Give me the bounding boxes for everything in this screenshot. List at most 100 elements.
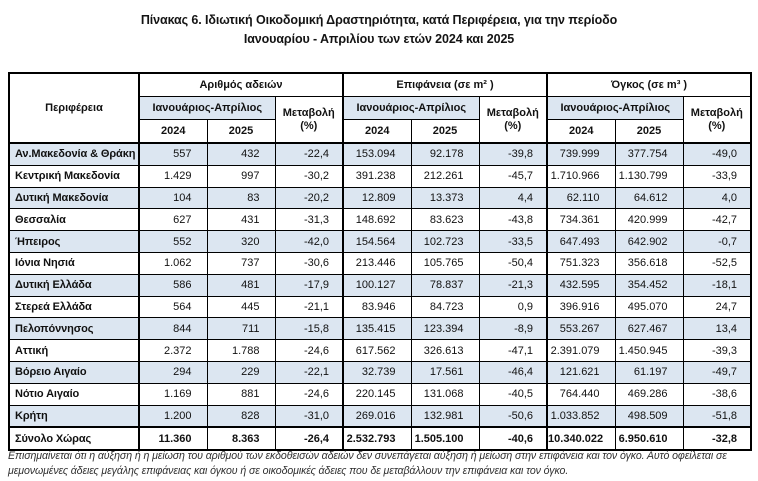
value-cell: 148.692 (342, 208, 412, 232)
value-cell: 213.446 (342, 251, 412, 275)
value-cell: 6.950.610 (614, 426, 684, 451)
value-cell: 326.613 (410, 339, 480, 362)
value-cell: -21,3 (478, 273, 548, 297)
table-row: Πελοπόννησος 844 711 -15,8 135.415 123.3… (8, 317, 752, 341)
value-cell: 2.532.793 (342, 426, 412, 451)
value-cell: 24,7 (682, 295, 752, 319)
value-cell: 83.946 (342, 295, 412, 319)
value-cell: -31,0 (274, 404, 344, 428)
value-cell: -20,2 (274, 186, 344, 210)
table-title: Πίνακας 6. Ιδιωτική Οικοδομική Δραστηριό… (30, 11, 728, 50)
value-cell: 737 (206, 251, 276, 275)
value-cell: 229 (206, 360, 276, 384)
value-cell: -47,1 (478, 339, 548, 362)
value-cell: 764.440 (546, 382, 616, 406)
value-cell: -38,6 (682, 382, 752, 406)
value-cell: 84.723 (410, 295, 480, 319)
value-cell: 481 (206, 273, 276, 297)
table-row: Αττική 2.372 1.788 -24,6 617.562 326.613… (8, 339, 752, 362)
value-cell: -49,0 (682, 142, 752, 166)
value-cell: 154.564 (342, 230, 412, 253)
value-cell: 1.200 (138, 404, 208, 428)
value-cell: 320 (206, 230, 276, 253)
value-cell: 83.623 (410, 208, 480, 232)
value-cell: 135.415 (342, 317, 412, 341)
value-cell: -30,6 (274, 251, 344, 275)
value-cell: 557 (138, 142, 208, 166)
value-cell: 100.127 (342, 273, 412, 297)
value-cell: 881 (206, 382, 276, 406)
total-row: Σύνολο Χώρας 11.360 8.363 -26,4 2.532.79… (8, 426, 752, 451)
value-cell: 396.916 (546, 295, 616, 319)
region-cell: Στερεά Ελλάδα (8, 295, 140, 319)
value-cell: 17.561 (410, 360, 480, 384)
value-cell: 711 (206, 317, 276, 341)
value-cell: 1.505.100 (410, 426, 480, 451)
value-cell: 132.981 (410, 404, 480, 428)
value-cell: 1.169 (138, 382, 208, 406)
year-header-2024: 2024 (138, 119, 208, 144)
value-cell: 354.452 (614, 273, 684, 297)
value-cell: 552 (138, 230, 208, 253)
value-cell: 356.618 (614, 251, 684, 275)
value-cell: 1.130.799 (614, 164, 684, 188)
region-cell: Βόρειο Αιγαίο (8, 360, 140, 384)
value-cell: -0,7 (682, 230, 752, 253)
value-cell: 498.509 (614, 404, 684, 428)
value-cell: 431 (206, 208, 276, 232)
value-cell: -50,4 (478, 251, 548, 275)
value-cell: 62.110 (546, 186, 616, 210)
value-cell: 61.197 (614, 360, 684, 384)
table-row: Νότιο Αιγαίο 1.169 881 -24,6 220.145 131… (8, 382, 752, 406)
region-cell: Κρήτη (8, 404, 140, 428)
value-cell: 495.070 (614, 295, 684, 319)
value-cell: -24,6 (274, 382, 344, 406)
value-cell: 0,9 (478, 295, 548, 319)
value-cell: 4,4 (478, 186, 548, 210)
value-cell: -52,5 (682, 251, 752, 275)
value-cell: 627.467 (614, 317, 684, 341)
table-row: Αν.Μακεδονία & Θράκη 557 432 -22,4 153.0… (8, 142, 752, 166)
group-header-row: Περιφέρεια Αριθμός αδειών Επιφάνεια (σε … (8, 72, 752, 144)
value-cell: 83 (206, 186, 276, 210)
value-cell: 220.145 (342, 382, 412, 406)
period-header: Ιανουάριος-Απρίλιος (138, 96, 276, 120)
value-cell: 564 (138, 295, 208, 319)
value-cell: 997 (206, 164, 276, 188)
value-cell: 294 (138, 360, 208, 384)
change-header-unit: (%) (300, 119, 318, 132)
value-cell: -32,8 (682, 426, 752, 451)
value-cell: -40,5 (478, 382, 548, 406)
region-cell: Νότιο Αιγαίο (8, 382, 140, 406)
region-cell: Αττική (8, 339, 140, 362)
value-cell: 212.261 (410, 164, 480, 188)
year-header-2024: 2024 (546, 119, 616, 144)
region-cell: Ιόνια Νησιά (8, 251, 140, 275)
region-column-header: Περιφέρεια (8, 72, 140, 144)
value-cell: -26,4 (274, 426, 344, 451)
value-cell: 432 (206, 142, 276, 166)
table-row: Στερεά Ελλάδα 564 445 -21,1 83.946 84.72… (8, 295, 752, 319)
period-header: Ιανουάριος-Απρίλιος (342, 96, 480, 120)
value-cell: 734.361 (546, 208, 616, 232)
value-cell: -43,8 (478, 208, 548, 232)
value-cell: -24,6 (274, 339, 344, 362)
value-cell: -40,6 (478, 426, 548, 451)
group-header-surface: Επιφάνεια (σε m² ) (342, 72, 548, 97)
group-header-permits: Αριθμός αδειών (137, 72, 344, 97)
value-cell: -42,7 (682, 208, 752, 232)
value-cell: -39,3 (682, 339, 752, 362)
value-cell: 4,0 (682, 186, 752, 210)
value-cell: 1.710.966 (546, 164, 616, 188)
value-cell: -49,7 (682, 360, 752, 384)
value-cell: -45,7 (478, 164, 548, 188)
value-cell: 131.068 (410, 382, 480, 406)
period-header-row: Ιανουάριος-Απρίλιος Μεταβολή (%) Ιανουάρ… (9, 96, 752, 144)
value-cell: 121.621 (546, 360, 616, 384)
value-cell: -39,8 (478, 142, 548, 166)
value-cell: -21,1 (274, 295, 344, 319)
value-cell: 751.323 (546, 251, 616, 275)
value-cell: 123.394 (410, 317, 480, 341)
value-cell: 1.062 (138, 251, 208, 275)
footnote: Επισημαίνεται ότι η αύξηση ή η μείωση το… (8, 450, 727, 478)
